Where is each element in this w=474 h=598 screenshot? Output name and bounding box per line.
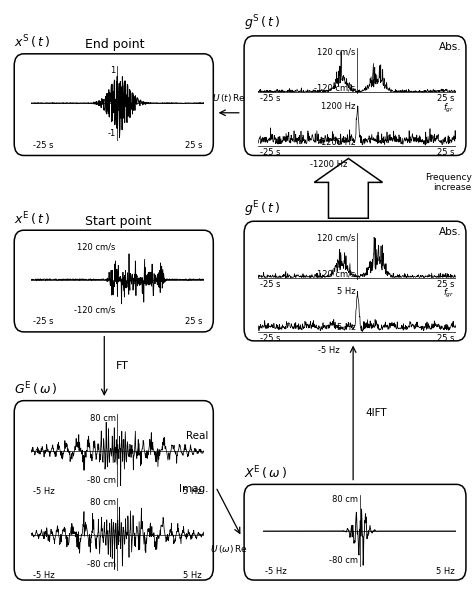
Text: 4IFT: 4IFT bbox=[365, 408, 387, 417]
Text: -1200 Hz: -1200 Hz bbox=[310, 160, 347, 169]
Text: 25 s: 25 s bbox=[184, 141, 202, 150]
Text: FT: FT bbox=[116, 361, 129, 371]
Polygon shape bbox=[314, 158, 383, 218]
Text: 120 cm/s: 120 cm/s bbox=[77, 242, 116, 251]
Text: -25 s: -25 s bbox=[260, 334, 281, 343]
Text: $f_{gr}$: $f_{gr}$ bbox=[443, 102, 455, 115]
FancyBboxPatch shape bbox=[14, 401, 213, 580]
Text: -5 Hz: -5 Hz bbox=[33, 571, 54, 580]
Text: $U\,(\omega)\,\mathrm{Re}$: $U\,(\omega)\,\mathrm{Re}$ bbox=[210, 543, 247, 555]
Text: End point: End point bbox=[85, 38, 145, 51]
Text: $g^\mathrm{S}$$\,(\,t\,)$: $g^\mathrm{S}$$\,(\,t\,)$ bbox=[244, 14, 280, 33]
FancyBboxPatch shape bbox=[244, 36, 466, 155]
Text: 5 Hz: 5 Hz bbox=[183, 487, 202, 496]
Text: 80 cm: 80 cm bbox=[90, 414, 116, 423]
Text: $U\,(t)\,\mathrm{Re}$: $U\,(t)\,\mathrm{Re}$ bbox=[212, 92, 246, 104]
Text: 25 s: 25 s bbox=[184, 317, 202, 326]
Text: 5 Hz: 5 Hz bbox=[436, 567, 455, 576]
Text: -5 Hz: -5 Hz bbox=[318, 346, 339, 355]
FancyBboxPatch shape bbox=[244, 484, 466, 580]
Text: -120 cm/s: -120 cm/s bbox=[314, 269, 356, 278]
Text: Start point: Start point bbox=[85, 215, 152, 228]
Text: -80 cm: -80 cm bbox=[87, 476, 116, 485]
Text: Frequency
increase: Frequency increase bbox=[425, 173, 472, 192]
Text: -25 s: -25 s bbox=[260, 94, 281, 103]
Text: -25 s: -25 s bbox=[33, 317, 53, 326]
Text: -25 s: -25 s bbox=[33, 141, 53, 150]
Text: 120 cm/s: 120 cm/s bbox=[317, 48, 356, 57]
Text: -25 s: -25 s bbox=[260, 280, 281, 289]
Text: -80 cm: -80 cm bbox=[329, 556, 358, 565]
Text: 80 cm: 80 cm bbox=[332, 495, 358, 504]
Text: Abs.: Abs. bbox=[438, 227, 461, 237]
Text: -1200 Hz: -1200 Hz bbox=[318, 138, 356, 147]
Text: $g^\mathrm{E}$$\,(\,t\,)$: $g^\mathrm{E}$$\,(\,t\,)$ bbox=[244, 199, 280, 219]
Text: 25 s: 25 s bbox=[437, 280, 455, 289]
Text: -5 Hz: -5 Hz bbox=[33, 487, 54, 496]
Text: $x^\mathrm{E}$$\,(\,t\,)$: $x^\mathrm{E}$$\,(\,t\,)$ bbox=[14, 210, 50, 228]
Text: -1: -1 bbox=[107, 129, 116, 138]
Text: -120 cm/s: -120 cm/s bbox=[314, 84, 356, 93]
Text: $x^\mathrm{S}$$\,(\,t\,)$: $x^\mathrm{S}$$\,(\,t\,)$ bbox=[14, 34, 50, 51]
Text: $X^\mathrm{E}$$\,(\,\omega\,)$: $X^\mathrm{E}$$\,(\,\omega\,)$ bbox=[244, 465, 287, 482]
Text: 25 s: 25 s bbox=[437, 94, 455, 103]
Text: $G^\mathrm{E}$$\,(\,\omega\,)$: $G^\mathrm{E}$$\,(\,\omega\,)$ bbox=[14, 381, 58, 398]
Text: 5 Hz: 5 Hz bbox=[183, 571, 202, 580]
Text: -25 s: -25 s bbox=[260, 148, 281, 157]
Text: 80 cm: 80 cm bbox=[90, 498, 116, 507]
Text: 25 s: 25 s bbox=[437, 334, 455, 343]
Text: -80 cm: -80 cm bbox=[87, 560, 116, 569]
Text: Real: Real bbox=[186, 431, 209, 441]
Text: -120 cm/s: -120 cm/s bbox=[74, 306, 116, 315]
Text: 1: 1 bbox=[110, 66, 116, 75]
Text: $f_{gr}$: $f_{gr}$ bbox=[443, 288, 455, 300]
Text: 25 s: 25 s bbox=[437, 148, 455, 157]
Text: Abs.: Abs. bbox=[438, 42, 461, 52]
Text: -5 Hz: -5 Hz bbox=[334, 324, 356, 332]
FancyBboxPatch shape bbox=[14, 54, 213, 155]
Text: 5 Hz: 5 Hz bbox=[337, 288, 356, 297]
Text: -5 Hz: -5 Hz bbox=[265, 567, 287, 576]
Text: 1200 Hz: 1200 Hz bbox=[321, 102, 356, 111]
FancyBboxPatch shape bbox=[244, 221, 466, 341]
Text: Imag.: Imag. bbox=[179, 484, 209, 495]
FancyBboxPatch shape bbox=[14, 230, 213, 332]
Text: 120 cm/s: 120 cm/s bbox=[317, 233, 356, 242]
